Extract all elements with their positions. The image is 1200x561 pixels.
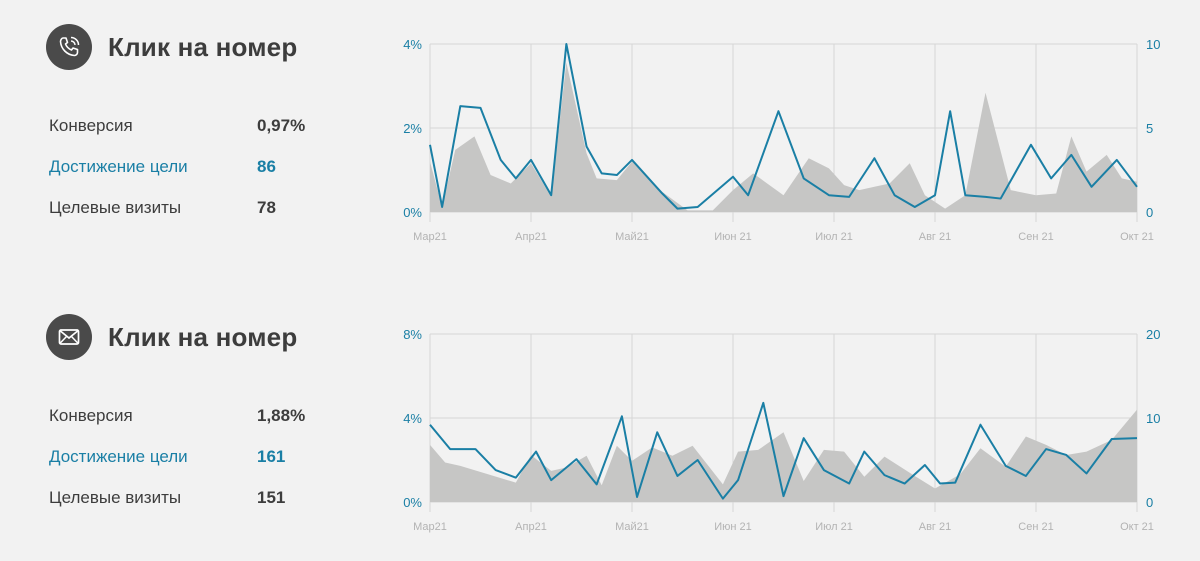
- x-tick-label: Мар21: [413, 521, 447, 533]
- x-tick-label: Мар21: [413, 231, 447, 243]
- y-right-tick-label: 10: [1146, 411, 1160, 426]
- metric-label: Целевые визиты: [49, 488, 182, 507]
- x-tick-label: Июл 21: [815, 521, 853, 533]
- panel-title: Клик на номер: [108, 321, 298, 352]
- x-tick-label: Авг 21: [919, 521, 951, 533]
- y-right-tick-label: 0: [1146, 495, 1153, 510]
- y-right-tick-label: 10: [1146, 37, 1160, 52]
- x-tick-label: Апр21: [515, 231, 547, 243]
- metric-label: Конверсия: [49, 116, 133, 135]
- line-series: [429, 401, 1138, 500]
- envelope-icon: [58, 329, 80, 345]
- x-tick-label: Июн 21: [714, 521, 752, 533]
- metrics-list: Конверсия 1,88% Достижение цели 161 Целе…: [49, 406, 319, 529]
- line-series: [429, 43, 1138, 210]
- y-right-tick-label: 0: [1146, 205, 1153, 220]
- conversion-chart: 0% 2% 4% 0 5 10 Мар21 Апр21 Май21 Июн 21 Июл 21 Авг…: [403, 37, 1160, 243]
- metric-label: Целевые визиты: [49, 198, 182, 217]
- envelope-icon-badge: [46, 314, 92, 360]
- goal-panel-phone: Клик на номер Конверсия 0,97% Достижение…: [0, 0, 1200, 271]
- metrics-list: Конверсия 0,97% Достижение цели 86 Целев…: [49, 116, 319, 239]
- metric-label: Достижение цели: [49, 447, 188, 466]
- metric-label: Достижение цели: [49, 157, 188, 176]
- y-left-tick-label: 0%: [403, 495, 422, 510]
- area-series: [430, 62, 1137, 213]
- metric-value: 78: [257, 198, 276, 217]
- metric-conversion: Конверсия 1,88%: [49, 406, 319, 447]
- x-tick-label: Июн 21: [714, 231, 752, 243]
- x-tick-label: Сен 21: [1018, 231, 1053, 243]
- panel-title: Клик на номер: [108, 31, 298, 62]
- metric-conversion: Конверсия 0,97%: [49, 116, 319, 157]
- x-tick-label: Окт 21: [1120, 521, 1154, 533]
- metric-target-visits: Целевые визиты 78: [49, 198, 319, 239]
- y-left-tick-label: 0%: [403, 205, 422, 220]
- phone-icon-badge: [46, 24, 92, 70]
- x-tick-label: Июл 21: [815, 231, 853, 243]
- y-right-tick-label: 5: [1146, 121, 1153, 136]
- y-right-tick-label: 20: [1146, 327, 1160, 342]
- metric-value: 1,88%: [257, 406, 306, 425]
- y-left-tick-label: 4%: [403, 37, 422, 52]
- metric-goal-reached: Достижение цели 86: [49, 157, 319, 198]
- metric-goal-reached: Достижение цели 161: [49, 447, 319, 488]
- x-tick-label: Сен 21: [1018, 521, 1053, 533]
- x-tick-label: Май21: [615, 521, 649, 533]
- metric-target-visits: Целевые визиты 151: [49, 488, 319, 529]
- x-tick-label: Апр21: [515, 521, 547, 533]
- x-tick-label: Май21: [615, 231, 649, 243]
- panel-header: Клик на номер: [46, 314, 297, 360]
- x-tick-label: Авг 21: [919, 231, 951, 243]
- phone-icon: [59, 36, 80, 57]
- x-tick-label: Окт 21: [1120, 231, 1154, 243]
- y-left-tick-label: 8%: [403, 327, 422, 342]
- metric-value: 86: [257, 157, 276, 176]
- area-series: [430, 409, 1137, 502]
- metric-value: 0,97%: [257, 116, 306, 135]
- goal-panel-email: Клик на номер Конверсия 1,88% Достижение…: [0, 290, 1200, 561]
- y-left-tick-label: 2%: [403, 121, 422, 136]
- metric-label: Конверсия: [49, 406, 133, 425]
- y-left-tick-label: 4%: [403, 411, 422, 426]
- metric-value: 161: [257, 447, 286, 466]
- panel-header: Клик на номер: [46, 24, 297, 70]
- conversion-chart: 0% 4% 8% 0 10 20 Мар21 Апр21 Май21 Июн 21 Июл 21 Ав…: [403, 327, 1160, 533]
- metric-value: 151: [257, 488, 286, 507]
